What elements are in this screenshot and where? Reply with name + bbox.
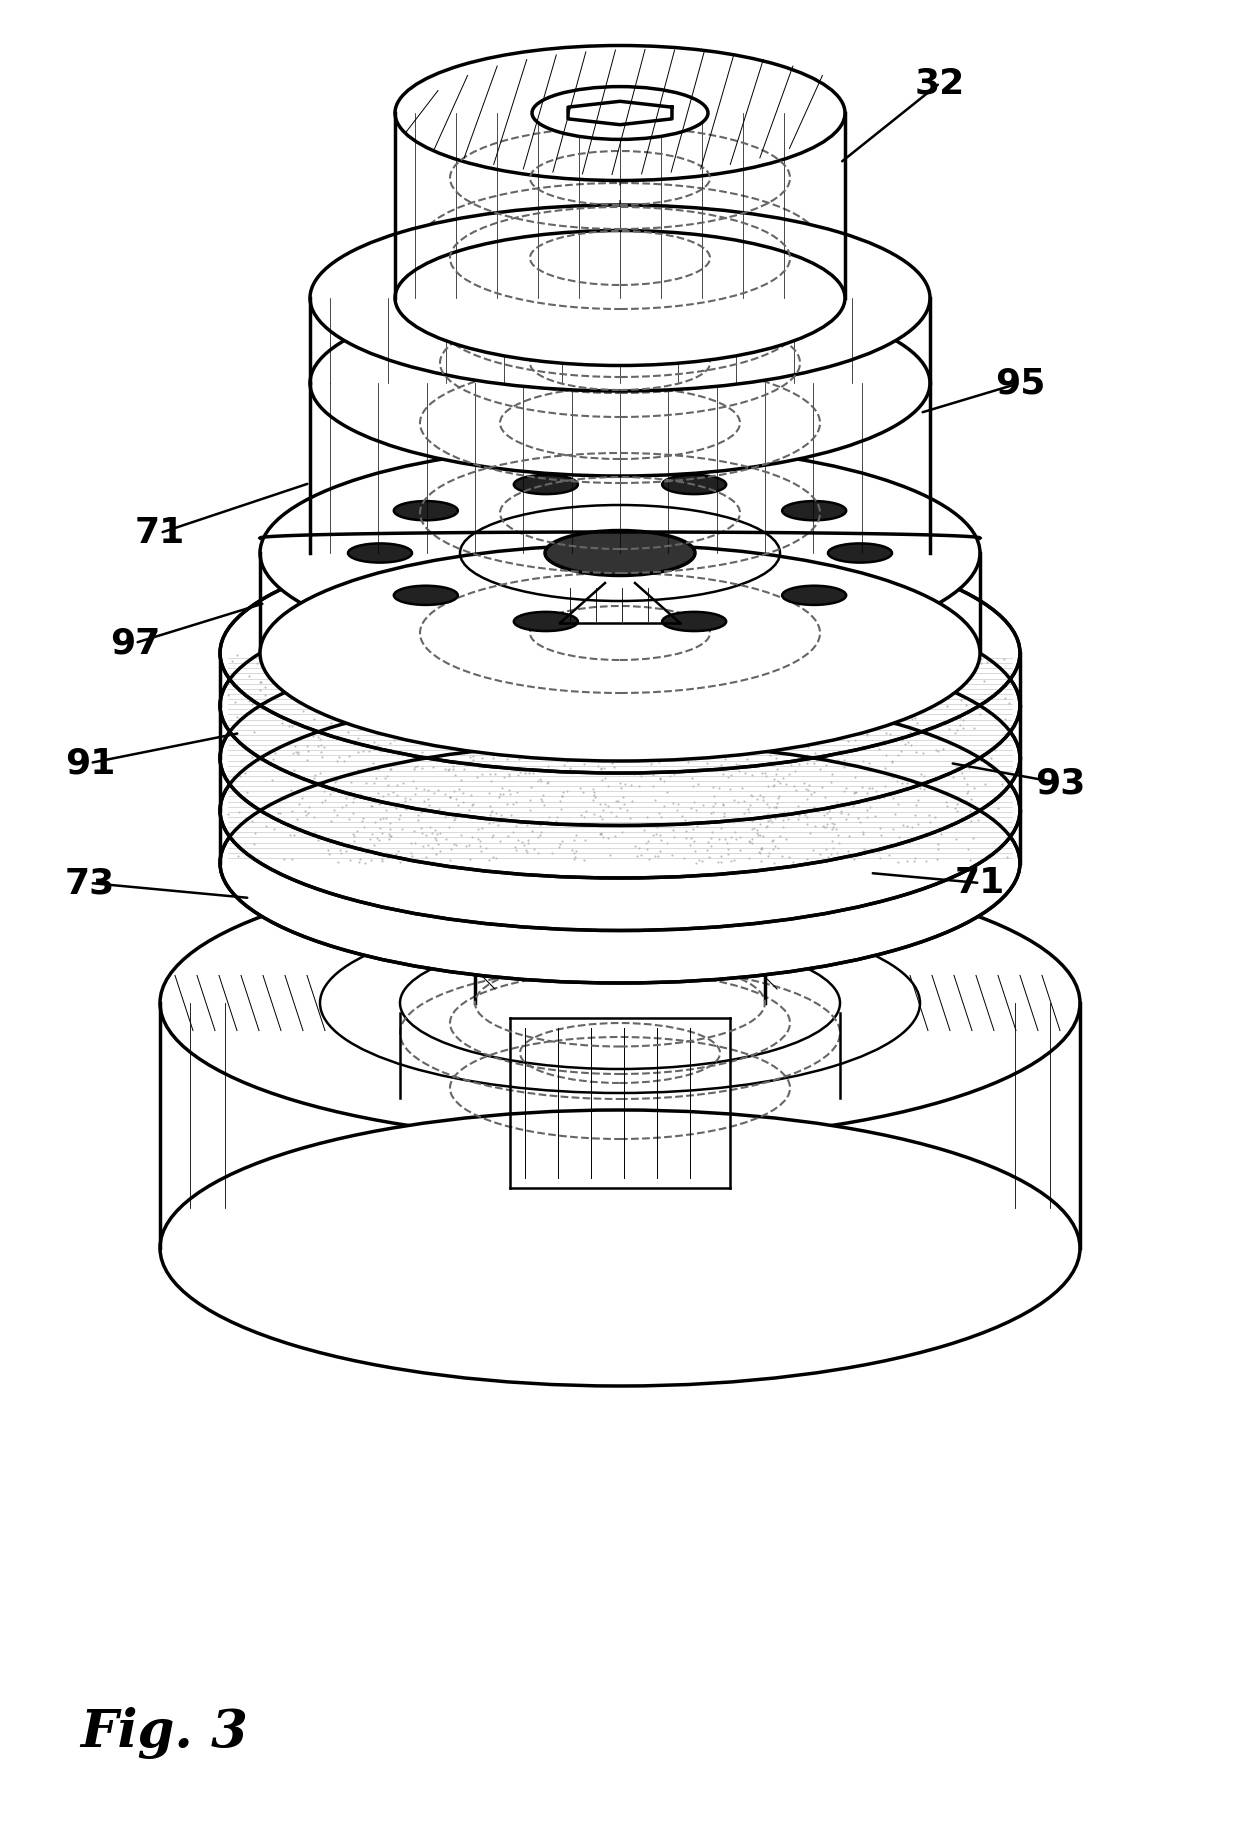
Ellipse shape (348, 544, 412, 562)
Text: 95: 95 (994, 367, 1045, 400)
Ellipse shape (394, 501, 458, 520)
Ellipse shape (219, 691, 1021, 931)
Text: 97: 97 (110, 627, 160, 660)
Text: 73: 73 (64, 866, 115, 899)
Ellipse shape (260, 444, 980, 662)
Ellipse shape (828, 544, 892, 562)
Ellipse shape (260, 546, 980, 761)
Text: 71: 71 (955, 866, 1006, 899)
Ellipse shape (310, 205, 930, 391)
Ellipse shape (219, 533, 1021, 772)
Ellipse shape (320, 912, 920, 1093)
Ellipse shape (219, 638, 1021, 877)
Ellipse shape (396, 46, 844, 181)
Ellipse shape (782, 501, 846, 520)
Ellipse shape (475, 820, 765, 907)
Ellipse shape (546, 531, 694, 575)
Ellipse shape (160, 864, 1080, 1141)
Text: 91: 91 (64, 746, 115, 780)
Ellipse shape (662, 612, 727, 630)
Ellipse shape (513, 475, 578, 494)
Ellipse shape (513, 612, 578, 630)
Ellipse shape (662, 475, 727, 494)
Text: 71: 71 (135, 516, 185, 549)
Ellipse shape (394, 586, 458, 605)
Ellipse shape (396, 230, 844, 365)
Ellipse shape (219, 586, 1021, 826)
Ellipse shape (782, 586, 846, 605)
Ellipse shape (219, 743, 1021, 982)
Text: 93: 93 (1035, 767, 1085, 800)
Text: Fig. 3: Fig. 3 (81, 1707, 248, 1758)
Ellipse shape (401, 936, 839, 1069)
Ellipse shape (532, 87, 708, 140)
Ellipse shape (310, 289, 930, 475)
Ellipse shape (160, 1109, 1080, 1386)
Text: 32: 32 (915, 66, 965, 100)
